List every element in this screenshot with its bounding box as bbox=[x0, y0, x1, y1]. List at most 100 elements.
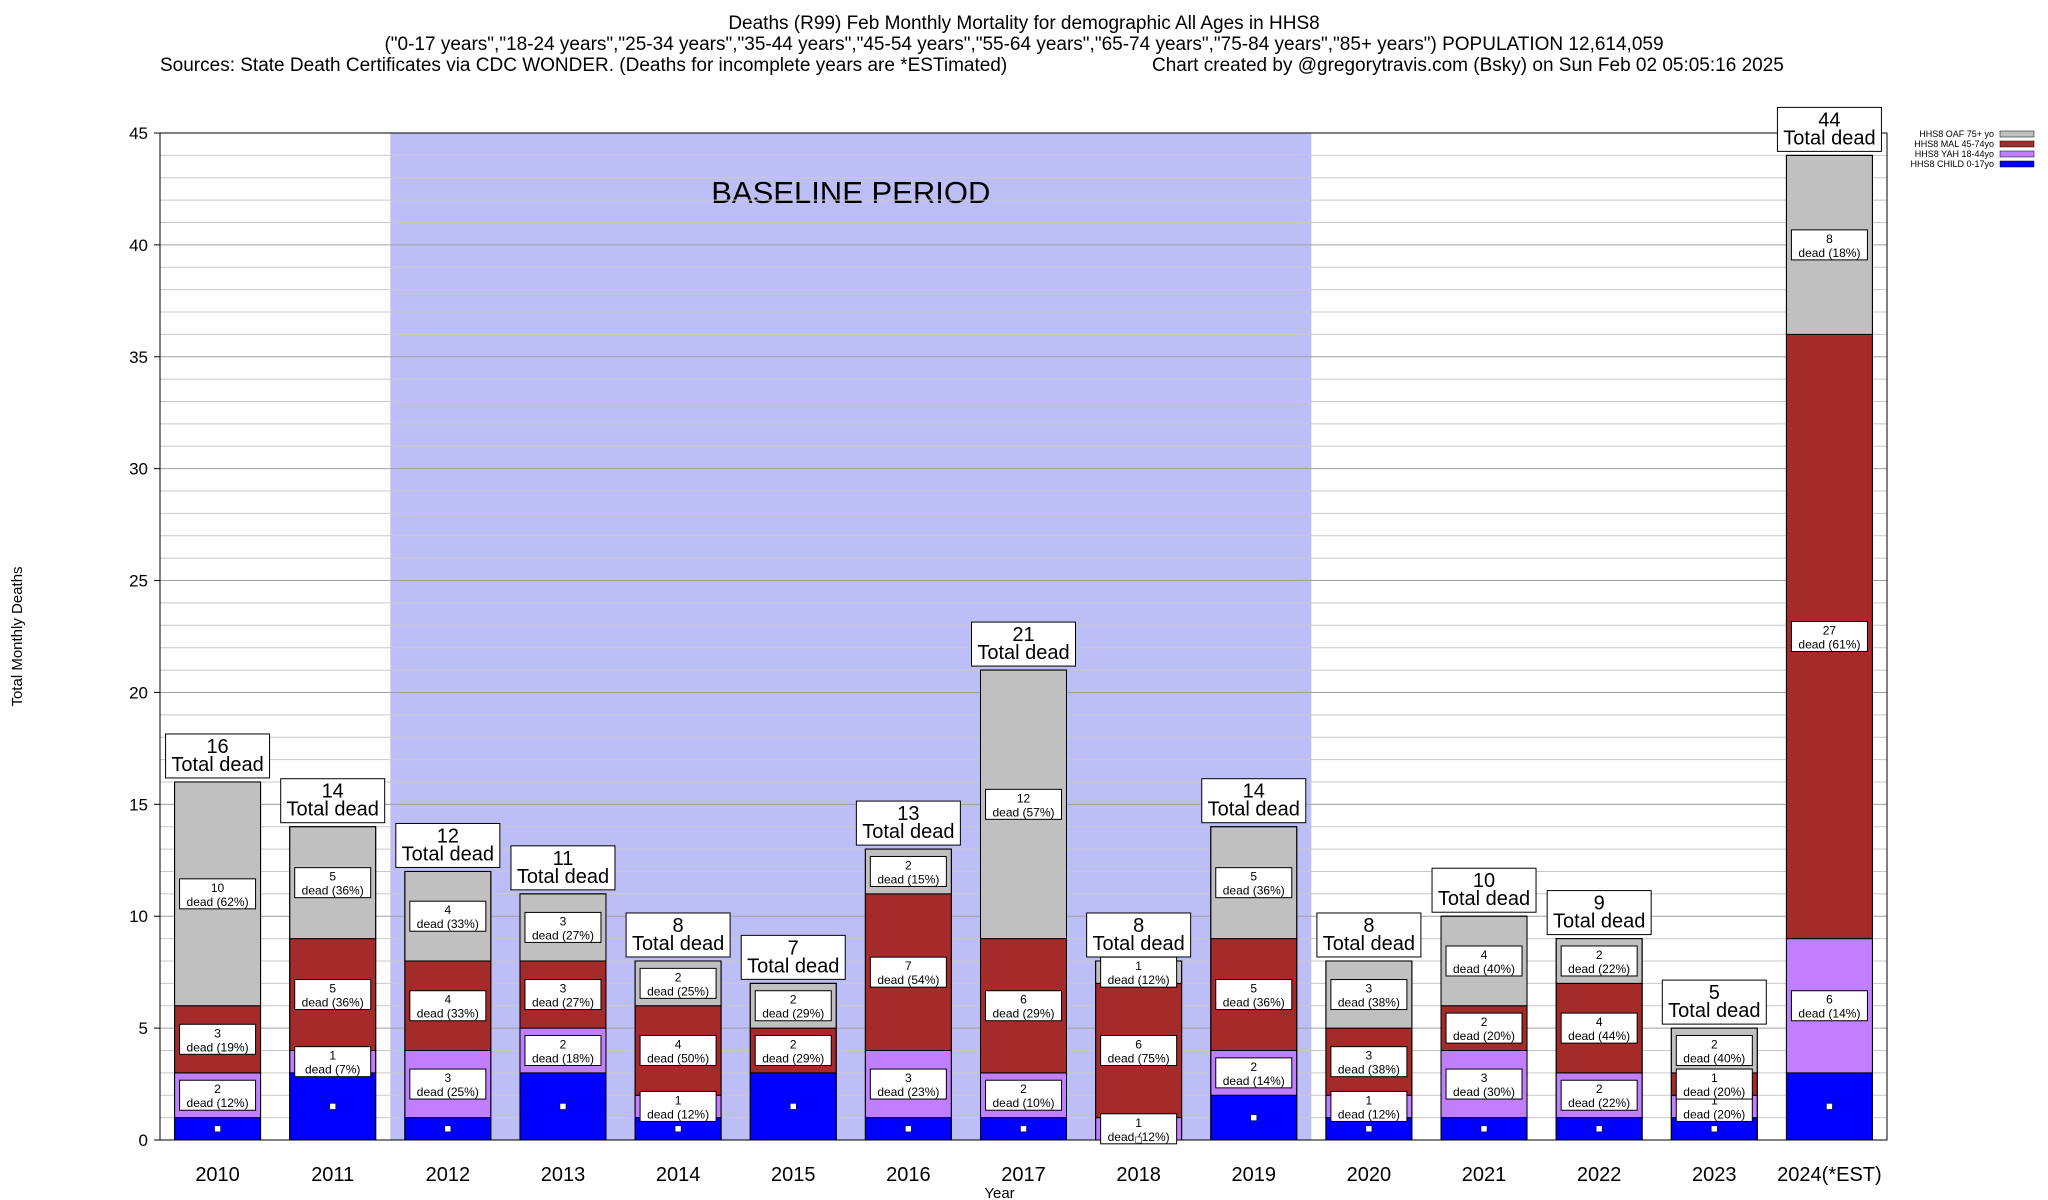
segment-label-count: 3 bbox=[1366, 1049, 1373, 1063]
segment-label-pct: dead (61%) bbox=[1798, 638, 1860, 652]
total-label-box bbox=[165, 733, 271, 779]
total-label-box bbox=[1776, 106, 1882, 152]
segment-label-pct: dead (75%) bbox=[1108, 1051, 1170, 1065]
y-tick-label: 10 bbox=[129, 907, 148, 926]
segment-label-pct: dead (33%) bbox=[417, 917, 479, 931]
segment-label-pct: dead (40%) bbox=[1683, 1051, 1745, 1065]
segment-label-pct: dead (40%) bbox=[1453, 962, 1515, 976]
segment-label-box bbox=[294, 867, 372, 899]
total-label-text: Total dead bbox=[1323, 933, 1415, 955]
segment-label-pct: dead (38%) bbox=[1338, 1063, 1400, 1077]
y-tick-label: 45 bbox=[129, 124, 148, 143]
x-tick-label: 2017 bbox=[1001, 1164, 1046, 1186]
y-tick-label: 0 bbox=[139, 1131, 148, 1150]
total-label-count: 21 bbox=[1012, 624, 1034, 646]
segment-label-count: 4 bbox=[1481, 948, 1488, 962]
segment-label-pct: dead (12%) bbox=[187, 1096, 249, 1110]
segment-label-count: 5 bbox=[1250, 982, 1257, 996]
segment-label-box bbox=[294, 1046, 372, 1078]
segment-label-box bbox=[869, 1068, 947, 1100]
child-marker bbox=[1711, 1125, 1718, 1133]
bar-outline bbox=[864, 848, 952, 1141]
total-label-count: 9 bbox=[1594, 893, 1605, 915]
segment-label-box bbox=[1790, 990, 1868, 1022]
legend-swatch bbox=[1999, 140, 2035, 148]
child-marker bbox=[1250, 1114, 1258, 1121]
child-marker bbox=[559, 1103, 567, 1110]
y-tick-label: 15 bbox=[129, 795, 148, 814]
total-label-count: 12 bbox=[437, 825, 459, 847]
segment-label-box bbox=[1675, 1034, 1753, 1066]
segment-label-pct: dead (33%) bbox=[417, 1007, 479, 1021]
chart-title: Deaths (R99) Feb Monthly Mortality for d… bbox=[728, 13, 1320, 34]
total-label-text: Total dead bbox=[1438, 888, 1530, 910]
segment-label-count: 5 bbox=[329, 982, 336, 996]
segment-label-pct: dead (29%) bbox=[762, 1007, 824, 1021]
segment-label-pct: dead (22%) bbox=[1568, 1096, 1630, 1110]
bar-outline bbox=[174, 781, 262, 1141]
bar-outline bbox=[519, 893, 607, 1141]
x-tick-label: 2022 bbox=[1577, 1164, 1622, 1186]
segment-label-pct: dead (12%) bbox=[1338, 1107, 1400, 1121]
segment-label-count: 12 bbox=[1017, 791, 1031, 805]
segment-label-count: 6 bbox=[1020, 993, 1027, 1007]
segment-label-count: 2 bbox=[1250, 1060, 1257, 1074]
segment-label-pct: dead (23%) bbox=[877, 1085, 939, 1099]
bar-outline bbox=[1325, 960, 1413, 1141]
total-label-count: 11 bbox=[553, 848, 574, 870]
segment-label-count: 1 bbox=[1711, 1071, 1718, 1085]
segment-label-pct: dead (22%) bbox=[1568, 962, 1630, 976]
segment-label-box bbox=[409, 900, 487, 932]
y-tick-label: 35 bbox=[129, 348, 148, 367]
segment-label-box bbox=[639, 1090, 717, 1122]
segment-label-count: 3 bbox=[444, 1071, 451, 1085]
segment-label-count: 3 bbox=[1481, 1071, 1488, 1085]
bar-outline bbox=[1670, 1027, 1758, 1141]
segment-label-count: 2 bbox=[790, 1037, 797, 1051]
total-label-text: Total dead bbox=[632, 933, 724, 955]
segment-label-box bbox=[754, 990, 832, 1022]
segment-label-count: 2 bbox=[1711, 1037, 1718, 1051]
child-marker bbox=[674, 1125, 682, 1133]
total-label-count: 13 bbox=[897, 803, 919, 825]
segment-label-box bbox=[639, 1034, 717, 1066]
segment-label-box bbox=[1445, 1068, 1523, 1100]
total-label-count: 16 bbox=[206, 736, 228, 758]
legend-label: HHS8 CHILD 0-17yo bbox=[1910, 159, 1994, 169]
legend-swatch bbox=[1999, 160, 2035, 168]
segment-label-box bbox=[524, 1034, 602, 1066]
segment-label-box bbox=[1215, 1057, 1293, 1089]
segment-label-pct: dead (27%) bbox=[532, 928, 594, 942]
legend-swatch bbox=[1999, 150, 2035, 158]
segment-label-box bbox=[1330, 1046, 1408, 1078]
segment-label-box bbox=[524, 979, 602, 1011]
child-marker bbox=[1826, 1103, 1833, 1110]
legend-label: HHS8 YAH 18-44yo bbox=[1915, 149, 1994, 159]
segment-label-box bbox=[179, 878, 257, 910]
child-marker bbox=[1480, 1125, 1488, 1133]
segment-label-pct: dead (14%) bbox=[1223, 1074, 1285, 1088]
total-label-text: Total dead bbox=[1553, 911, 1645, 933]
x-tick-label: 2018 bbox=[1116, 1164, 1161, 1186]
total-label-count: 8 bbox=[1363, 915, 1374, 937]
segment-label-pct: dead (18%) bbox=[532, 1051, 594, 1065]
segment-label-count: 3 bbox=[560, 982, 567, 996]
segment-label-pct: dead (12%) bbox=[647, 1107, 709, 1121]
bar-outline bbox=[1210, 826, 1298, 1141]
total-label-box bbox=[395, 822, 501, 868]
chart-subtitle: ("0-17 years","18-24 years","25-34 years… bbox=[384, 34, 1664, 55]
child-marker bbox=[1595, 1125, 1603, 1133]
segment-label-pct: dead (38%) bbox=[1338, 996, 1400, 1010]
total-label-count: 14 bbox=[322, 781, 344, 803]
child-marker bbox=[329, 1103, 336, 1110]
total-label-box bbox=[280, 778, 386, 824]
total-label-box bbox=[625, 912, 731, 958]
segment-label-pct: dead (36%) bbox=[1223, 996, 1285, 1010]
y-tick-label: 40 bbox=[129, 236, 148, 255]
x-axis-label: Year bbox=[984, 1185, 1014, 1200]
x-tick-label: 2021 bbox=[1462, 1164, 1507, 1186]
segment-label-box bbox=[1330, 979, 1408, 1011]
total-label-text: Total dead bbox=[747, 955, 839, 977]
segment-label-box bbox=[985, 990, 1062, 1022]
total-label-count: 8 bbox=[673, 915, 684, 937]
